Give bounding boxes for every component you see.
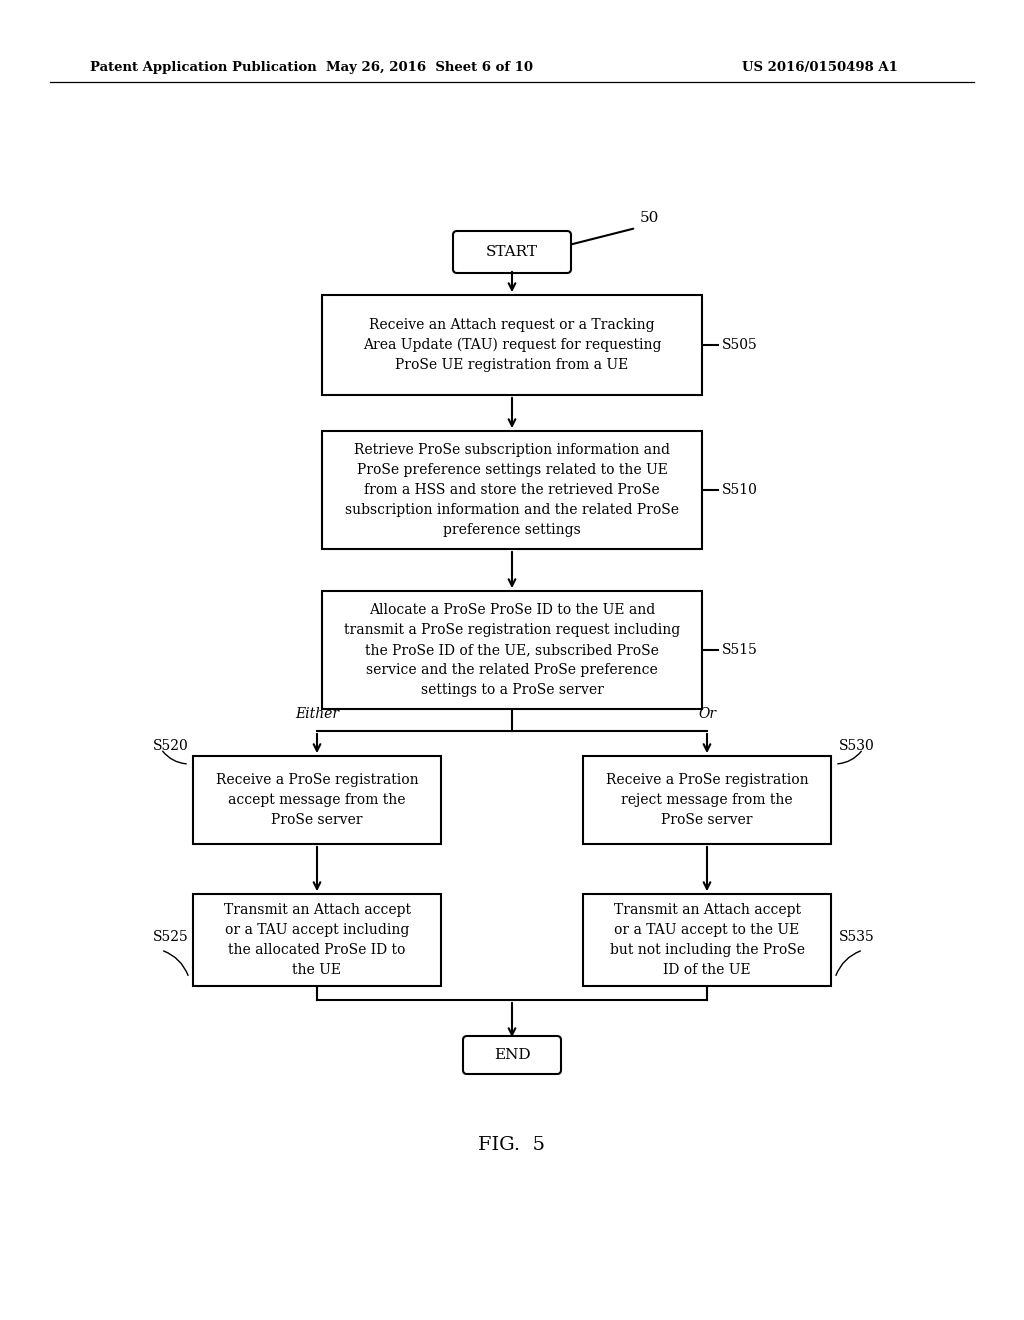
Text: US 2016/0150498 A1: US 2016/0150498 A1 — [742, 62, 898, 74]
FancyBboxPatch shape — [453, 231, 571, 273]
Text: Receive an Attach request or a Tracking
Area Update (TAU) request for requesting: Receive an Attach request or a Tracking … — [362, 318, 662, 372]
Text: S525: S525 — [153, 931, 188, 944]
Bar — [583, 894, 831, 986]
Text: 50: 50 — [640, 211, 659, 224]
Bar — [193, 756, 441, 843]
Text: START: START — [486, 246, 538, 259]
Text: Receive a ProSe registration
accept message from the
ProSe server: Receive a ProSe registration accept mess… — [216, 774, 419, 828]
Text: Receive a ProSe registration
reject message from the
ProSe server: Receive a ProSe registration reject mess… — [605, 774, 808, 828]
Bar — [583, 756, 831, 843]
Text: Transmit an Attach accept
or a TAU accept including
the allocated ProSe ID to
th: Transmit an Attach accept or a TAU accep… — [223, 903, 411, 977]
Text: S535: S535 — [839, 931, 874, 944]
Text: Allocate a ProSe ProSe ID to the UE and
transmit a ProSe registration request in: Allocate a ProSe ProSe ID to the UE and … — [344, 603, 680, 697]
Bar — [322, 591, 702, 709]
Bar — [193, 894, 441, 986]
Bar — [322, 294, 702, 395]
Text: Or: Or — [698, 708, 716, 721]
Bar — [322, 432, 702, 549]
Text: Either: Either — [295, 708, 339, 721]
Text: S520: S520 — [153, 739, 188, 752]
Text: Retrieve ProSe subscription information and
ProSe preference settings related to: Retrieve ProSe subscription information … — [345, 444, 679, 537]
Text: May 26, 2016  Sheet 6 of 10: May 26, 2016 Sheet 6 of 10 — [327, 62, 534, 74]
FancyBboxPatch shape — [463, 1036, 561, 1074]
Text: Patent Application Publication: Patent Application Publication — [90, 62, 316, 74]
Text: END: END — [494, 1048, 530, 1063]
Text: S530: S530 — [839, 739, 874, 752]
Text: S510: S510 — [722, 483, 758, 498]
Text: Transmit an Attach accept
or a TAU accept to the UE
but not including the ProSe
: Transmit an Attach accept or a TAU accep… — [609, 903, 805, 977]
Text: FIG.  5: FIG. 5 — [478, 1137, 546, 1154]
Text: S505: S505 — [722, 338, 758, 352]
Text: S515: S515 — [722, 643, 758, 657]
